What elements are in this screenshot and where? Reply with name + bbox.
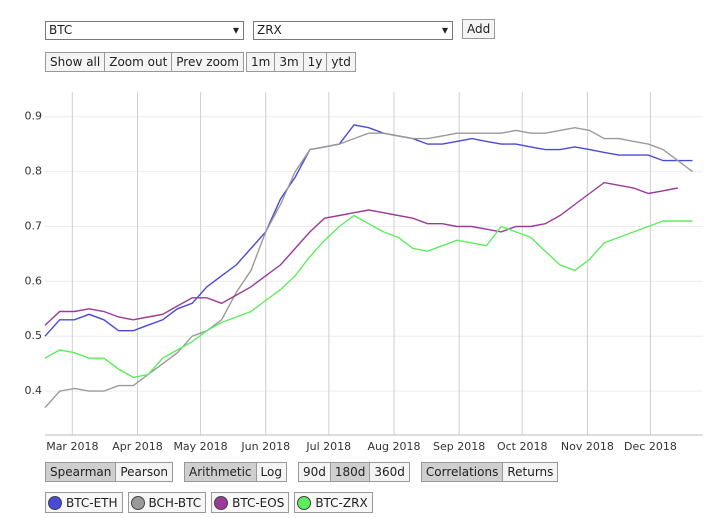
legend-label: BTC-EOS (232, 495, 285, 510)
x-tick-label: May 2018 (173, 440, 227, 453)
y-tick-label: 0.7 (25, 219, 43, 232)
range-button[interactable]: 1y (302, 52, 328, 72)
legend-swatch (48, 495, 62, 510)
x-tick-label: Apr 2018 (112, 440, 163, 453)
legend-label: BTC-ZRX (315, 495, 368, 510)
toggle-button[interactable]: Log (255, 462, 287, 482)
y-tick-label: 0.9 (25, 110, 43, 123)
base-select[interactable]: BTC (45, 21, 244, 40)
y-tick-label: 0.6 (25, 274, 43, 287)
y-tick-label: 0.8 (25, 165, 43, 178)
zoom-button[interactable]: Zoom out (104, 52, 173, 72)
x-tick-label: Sep 2018 (433, 440, 485, 453)
series-line (44, 181, 678, 326)
toggle-button[interactable]: Arithmetic (184, 462, 257, 482)
range-buttons: 1m 3m 1y ytd (246, 52, 356, 72)
toggle-button[interactable]: Pearson (115, 462, 174, 482)
y-tick-label: 0.5 (25, 329, 43, 342)
zoom-button[interactable]: Prev zoom (171, 52, 244, 72)
series-line (44, 126, 693, 409)
legend-label: BCH-BTC (148, 495, 202, 510)
toggle-bar: Spearman Pearson Arithmetic Log 90d 180d 360d C… (45, 462, 559, 482)
zoom-button[interactable]: Show all (45, 52, 106, 72)
legend-item[interactable]: BTC-ZRX (294, 492, 373, 513)
legend-swatch (130, 495, 145, 510)
range-button[interactable]: 3m (274, 52, 304, 72)
legend-label: BTC-ETH (66, 495, 118, 510)
legend-item[interactable]: BTC-ETH (45, 492, 123, 513)
toggle-button[interactable]: Spearman (45, 462, 117, 482)
legend-item[interactable]: BTC-EOS (211, 492, 290, 513)
chart: 0.4 0.5 0.6 0.7 0.8 0.9 Mar 2018 Apr 2018 May 20… (25, 92, 703, 453)
y-tick-label: 0.4 (25, 384, 43, 397)
x-tick-label: Aug 2018 (367, 440, 420, 453)
toggle-group: Spearman Pearson (45, 462, 174, 482)
legend: BTC-ETH BCH-BTC BTC-EOS BTC-ZRX (45, 492, 378, 513)
zoom-buttons: Show all Zoom out Prev zoom (45, 52, 244, 72)
x-tick-label: Mar 2018 (46, 440, 98, 453)
legend-item[interactable]: BCH-BTC (127, 492, 207, 513)
x-tick-label: Oct 2018 (497, 440, 548, 453)
x-tick-label: Jun 2018 (240, 440, 290, 453)
legend-swatch (214, 495, 229, 510)
quote-select[interactable]: ZRX (253, 21, 453, 40)
toggle-button[interactable]: Returns (502, 462, 559, 482)
range-button[interactable]: 1m (246, 52, 276, 72)
series-line (44, 124, 693, 337)
toggle-button[interactable]: 360d (369, 462, 410, 482)
toggle-button[interactable]: 180d (329, 462, 371, 482)
add-button[interactable]: Add (462, 19, 496, 39)
series-line (44, 214, 693, 379)
toggle-button[interactable]: Correlations (420, 462, 504, 482)
toggle-group: Correlations Returns (420, 462, 559, 482)
toggle-group: Arithmetic Log (184, 462, 287, 482)
x-tick-label: Jul 2018 (305, 440, 351, 453)
x-tick-label: Nov 2018 (561, 440, 614, 453)
range-button[interactable]: ytd (326, 52, 356, 72)
toggle-button[interactable]: 90d (297, 462, 331, 482)
toggle-group: 90d 180d 360d (297, 462, 410, 482)
x-tick-label: Dec 2018 (624, 440, 677, 453)
legend-swatch (297, 495, 312, 510)
